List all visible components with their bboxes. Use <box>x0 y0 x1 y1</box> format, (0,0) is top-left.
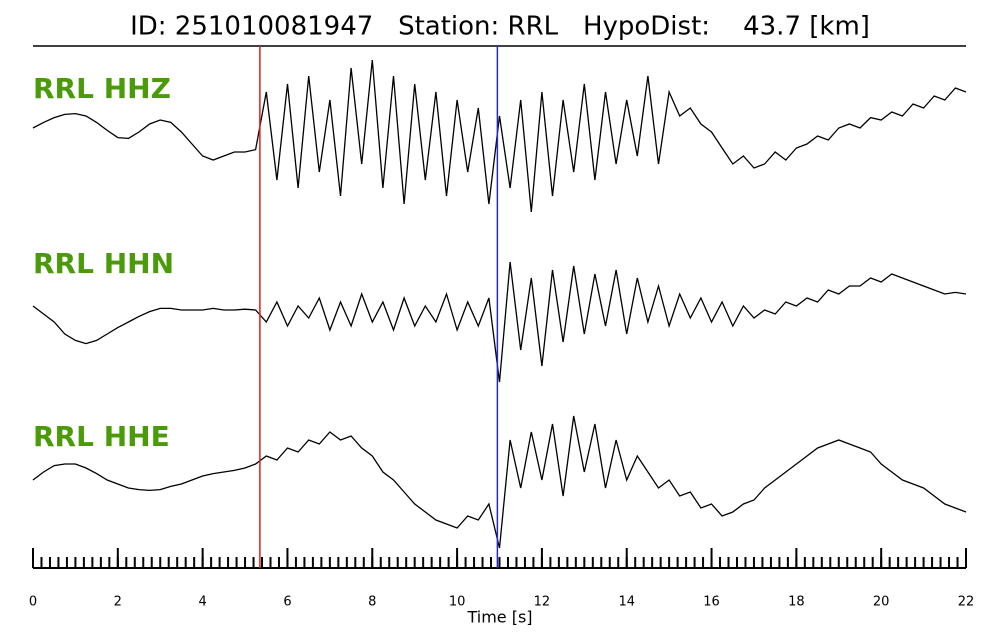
x-tick-label: 4 <box>198 595 206 610</box>
x-tick-label: 20 <box>873 595 890 610</box>
x-tick-label: 16 <box>703 595 720 610</box>
trace <box>32 415 967 549</box>
chart-title: ID: 251010081947 Station: RRL HypoDist: … <box>130 12 870 42</box>
trace <box>32 59 967 213</box>
x-tick-label: 14 <box>618 595 635 610</box>
x-tick-label: 10 <box>449 595 466 610</box>
trace-label: RRL HHZ <box>33 72 171 105</box>
x-tick-label: 12 <box>534 595 551 610</box>
x-tick-label: 18 <box>788 595 805 610</box>
x-tick-label: 22 <box>958 595 975 610</box>
trace <box>32 261 967 383</box>
x-tick-label: 0 <box>29 595 37 610</box>
x-tick-label: 2 <box>114 595 122 610</box>
x-tick-label: 6 <box>283 595 291 610</box>
x-axis-label: Time [s] <box>466 608 532 627</box>
trace-label: RRL HHN <box>33 247 174 280</box>
x-tick-label: 8 <box>368 595 376 610</box>
trace-label: RRL HHE <box>33 420 170 453</box>
